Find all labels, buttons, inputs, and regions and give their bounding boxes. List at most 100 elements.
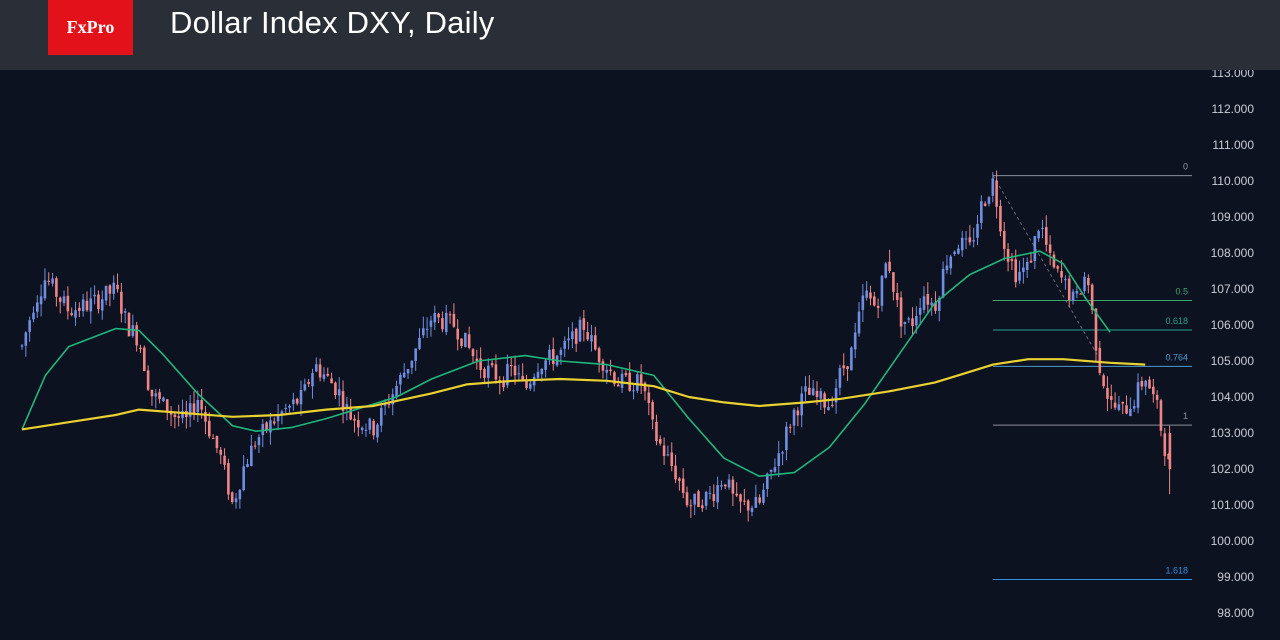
- candle-body: [567, 338, 570, 341]
- candle-body: [559, 349, 563, 355]
- moving-averages: [21, 250, 1146, 477]
- candle-body: [169, 412, 173, 415]
- candle-body: [330, 378, 333, 384]
- candle-body: [735, 493, 739, 496]
- candle-body: [1102, 375, 1105, 387]
- candle-body: [704, 491, 708, 506]
- candle-body: [1152, 386, 1155, 395]
- candle-body: [647, 392, 651, 403]
- candle-body: [712, 494, 716, 501]
- candle-body: [51, 278, 54, 284]
- candle-body: [853, 332, 857, 350]
- candle-body: [1064, 279, 1067, 281]
- candle-body: [55, 278, 58, 297]
- candle-body: [158, 392, 161, 399]
- candle-body: [1037, 231, 1040, 239]
- candle-body: [819, 391, 823, 399]
- candle-body: [895, 293, 899, 300]
- candle-body: [74, 310, 77, 318]
- candle-body: [250, 445, 253, 467]
- candle-body: [830, 404, 834, 406]
- candle-body: [288, 405, 291, 408]
- candle-body: [1083, 276, 1086, 292]
- candle-body: [746, 500, 750, 511]
- candle-body: [265, 422, 268, 431]
- candle-body: [873, 296, 876, 306]
- candle-body: [399, 375, 402, 385]
- candle-body: [643, 382, 647, 392]
- candle-body: [758, 497, 761, 503]
- candle-body: [685, 492, 689, 506]
- chart-title: Dollar Index DXY, Daily: [170, 5, 495, 40]
- candle-body: [995, 180, 998, 207]
- candle-body: [108, 285, 112, 294]
- candle-body: [888, 261, 891, 272]
- candle-body: [777, 453, 781, 466]
- candle-body: [681, 478, 685, 493]
- candle-body: [230, 492, 234, 503]
- fib-level-label: 0.618: [1165, 316, 1188, 326]
- candle-body: [999, 205, 1002, 232]
- candle-body: [253, 445, 257, 447]
- candle-body: [941, 268, 945, 298]
- candle-body: [311, 373, 314, 387]
- candle-body: [1155, 394, 1159, 400]
- candle-body: [922, 296, 926, 310]
- candle-body: [127, 312, 131, 337]
- candle-body: [850, 347, 853, 371]
- y-tick-label: 105.000: [1211, 354, 1255, 368]
- candle-body: [666, 454, 670, 456]
- candle-body: [1079, 293, 1082, 295]
- candle-body: [792, 409, 796, 426]
- candle-body: [532, 376, 536, 386]
- candle-body: [827, 406, 830, 411]
- candle-body: [701, 505, 704, 509]
- candle-body: [81, 299, 85, 312]
- candle-body: [899, 297, 903, 327]
- candle-body: [937, 297, 941, 311]
- candle-body: [1106, 387, 1109, 399]
- candle-body: [345, 404, 349, 409]
- candle-body: [211, 438, 215, 440]
- candle-body: [28, 320, 31, 332]
- candle-body: [383, 403, 387, 406]
- candle-body: [781, 452, 784, 454]
- candle-body: [452, 313, 456, 327]
- candle-body: [1168, 433, 1172, 469]
- candle-body: [460, 338, 463, 346]
- candle-body: [723, 484, 727, 487]
- candle-body: [62, 296, 66, 304]
- candle-body: [727, 479, 731, 488]
- candle-body: [234, 498, 238, 503]
- candle-body: [750, 507, 754, 512]
- candle-body: [678, 478, 681, 481]
- candle-body: [563, 340, 567, 349]
- candle-body: [808, 387, 811, 395]
- candle-body: [536, 371, 540, 378]
- candle-body: [162, 397, 165, 402]
- fib-level-label: 0.5: [1175, 287, 1188, 297]
- candle-body: [964, 238, 968, 240]
- candle-body: [529, 383, 532, 389]
- candle-body: [743, 500, 746, 502]
- candle-body: [280, 411, 284, 416]
- candle-body: [78, 307, 81, 311]
- candle-body: [303, 384, 307, 391]
- candle-body: [861, 295, 865, 310]
- fib-trend-line: [992, 175, 1099, 357]
- candle-body: [509, 364, 513, 367]
- candle-body: [318, 364, 322, 378]
- candle-body: [173, 414, 177, 418]
- y-tick-label: 99.000: [1217, 570, 1254, 584]
- candle-body: [47, 280, 51, 282]
- candle-body: [674, 465, 677, 480]
- candle-body: [349, 406, 352, 420]
- y-tick-label: 109.000: [1211, 210, 1255, 224]
- candle-body: [628, 372, 631, 391]
- candle-body: [655, 422, 658, 441]
- candle-body: [177, 416, 181, 418]
- candle-body: [693, 493, 696, 505]
- candle-body: [1163, 433, 1167, 456]
- candle-body: [123, 311, 127, 313]
- candle-body: [594, 335, 597, 350]
